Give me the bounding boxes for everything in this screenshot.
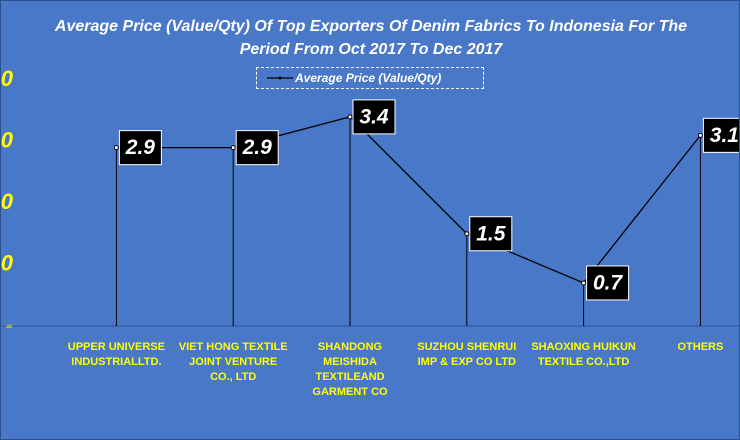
x-tick-label: UPPER UNIVERSE INDUSTRIALLTD. <box>67 341 165 368</box>
data-label: 1.5 <box>476 222 506 245</box>
x-tick-label: OTHERS <box>677 341 724 353</box>
point <box>581 280 587 286</box>
y-tick-label: 4.0 <box>1 66 14 91</box>
data-label-box <box>702 117 739 153</box>
legend-label: Average Price (Value/Qty) <box>295 71 442 85</box>
data-label: 3.4 <box>359 105 389 128</box>
y-tick-label: 3.0 <box>1 127 14 152</box>
y-tick-label: - <box>6 312 13 337</box>
point <box>230 145 236 151</box>
y-tick-label: 1.0 <box>1 250 14 275</box>
y-tick-label: 2.0 <box>1 189 14 214</box>
x-tick-label: SHAOXING HUIKUN TEXTILE CO.,LTD <box>531 341 636 368</box>
data-label: 3.1 <box>710 124 739 147</box>
series-line <box>116 116 701 284</box>
data-label-box <box>118 130 162 166</box>
data-label: 2.9 <box>125 136 156 159</box>
legend: Average Price (Value/Qty) <box>256 67 484 89</box>
point <box>113 145 119 151</box>
chart-title: Average Price (Value/Qty) Of Top Exporte… <box>54 18 688 58</box>
data-label-box <box>586 265 630 301</box>
data-label: 2.9 <box>242 136 273 159</box>
point <box>697 132 703 138</box>
point <box>347 114 353 120</box>
x-tick-label: SHANDONG MEISHIDA TEXTILEAND GARMENT CO <box>312 341 388 398</box>
point <box>464 231 470 237</box>
data-label-box <box>235 130 279 166</box>
data-label: 0.7 <box>593 271 624 294</box>
data-label-box <box>469 216 513 252</box>
legend-swatch <box>267 76 293 80</box>
x-tick-label: SUZHOU SHENRUI IMP & EXP CO LTD <box>417 341 517 368</box>
x-tick-label: VIET HONG TEXTILE JOINT VENTURE CO., LTD <box>178 341 288 383</box>
data-label-box <box>352 99 396 135</box>
